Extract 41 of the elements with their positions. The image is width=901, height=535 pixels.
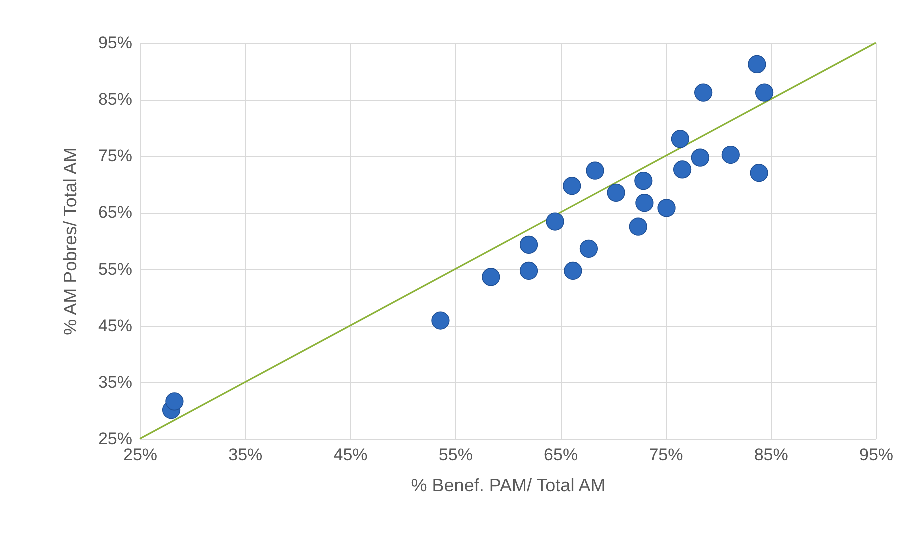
point: [520, 262, 538, 280]
point: [658, 199, 676, 218]
point: [563, 177, 582, 196]
point: [629, 218, 648, 236]
point: [432, 312, 450, 330]
x-tick-label: 55%: [438, 446, 473, 464]
point: [671, 130, 690, 148]
x-axis-title: % Benef. PAM/ Total AM: [411, 476, 606, 496]
y-tick-label: 55%: [98, 260, 132, 279]
x-tick-label: 25%: [123, 446, 158, 464]
point: [546, 212, 564, 231]
x-tick-label: 45%: [334, 446, 368, 464]
y-tick-label: 85%: [98, 90, 132, 110]
x-tick-label: 85%: [754, 446, 788, 464]
y-tick-label: 45%: [98, 316, 132, 336]
point: [586, 162, 604, 180]
y-tick-label: 75%: [98, 146, 132, 166]
point: [520, 236, 538, 254]
point: [755, 84, 774, 102]
point: [694, 84, 713, 102]
point: [564, 262, 582, 280]
point: [750, 164, 768, 182]
point: [722, 146, 740, 164]
point: [691, 148, 710, 167]
x-tick-label: 65%: [544, 446, 578, 464]
y-tick-label: 95%: [98, 34, 132, 52]
point: [607, 184, 626, 202]
point: [166, 392, 184, 411]
y-axis-title: % AM Pobres/ Total AM: [60, 148, 80, 336]
y-tick-label: 65%: [98, 203, 132, 222]
point: [748, 55, 766, 74]
point: [673, 160, 692, 179]
point: [634, 172, 653, 190]
point: [580, 240, 598, 258]
x-tick-label: 35%: [228, 446, 263, 464]
x-tick-label: 95%: [859, 446, 894, 464]
point: [636, 194, 654, 212]
y-tick-label: 35%: [98, 372, 132, 392]
point: [482, 268, 500, 286]
x-tick-label: 75%: [649, 446, 684, 464]
y-tick-label: 25%: [98, 430, 132, 448]
